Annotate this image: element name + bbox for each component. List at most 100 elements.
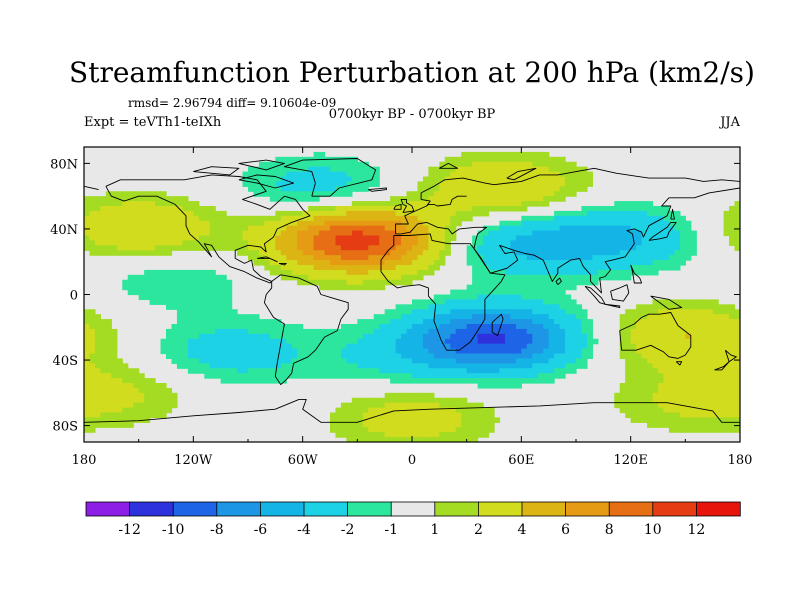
contour-cell — [160, 299, 167, 305]
contour-cell — [193, 230, 200, 237]
contour-cell — [346, 210, 353, 217]
contour-cell — [658, 265, 665, 271]
contour-cell — [127, 245, 134, 251]
contour-cell — [532, 191, 539, 197]
contour-cell — [614, 255, 621, 261]
colorbar-label: 2 — [474, 522, 483, 538]
contour-cell — [674, 314, 681, 320]
contour-cell — [346, 215, 353, 222]
contour-cell — [330, 328, 337, 335]
contour-cell — [488, 225, 495, 232]
contour-cell — [368, 358, 375, 364]
contour-cell — [340, 230, 348, 237]
contour-cell — [406, 348, 413, 355]
contour-cell — [690, 387, 697, 394]
contour-cell — [258, 191, 266, 197]
contour-cell — [472, 269, 479, 276]
contour-cell — [433, 166, 440, 173]
contour-cell — [111, 422, 118, 428]
contour-cell — [395, 201, 402, 207]
contour-cell — [433, 206, 440, 212]
contour-cell — [428, 196, 435, 202]
contour-cell — [286, 186, 293, 192]
contour-cell — [494, 176, 501, 183]
contour-cell — [679, 250, 686, 256]
contour-cell — [84, 373, 91, 379]
contour-cell — [390, 201, 397, 207]
contour-cell — [718, 373, 725, 379]
contour-cell — [570, 324, 577, 330]
contour-cell — [111, 191, 118, 197]
contour-cell — [422, 328, 430, 335]
contour-cell — [499, 206, 506, 212]
contour-cell — [155, 220, 162, 227]
contour-cell — [395, 274, 402, 281]
contour-cell — [390, 269, 397, 276]
contour-cell — [439, 196, 446, 202]
contour-cell — [570, 328, 577, 335]
contour-cell — [554, 294, 561, 301]
contour-cell — [663, 402, 670, 409]
contour-cell — [565, 279, 572, 286]
contour-cell — [499, 176, 506, 183]
contour-cell — [504, 343, 512, 350]
contour-cell — [182, 299, 189, 305]
contour-cell — [242, 343, 249, 350]
contour-cell — [105, 245, 112, 251]
contour-cell — [685, 240, 692, 246]
contour-cell — [122, 250, 129, 256]
contour-cell — [335, 191, 342, 197]
contour-cell — [565, 255, 572, 261]
contour-cell — [685, 245, 692, 251]
contour-cell — [346, 206, 353, 212]
contour-cell — [105, 392, 112, 399]
contour-cell — [450, 432, 457, 438]
contour-cell — [565, 274, 572, 281]
contour-cell — [275, 156, 282, 163]
contour-cell — [729, 343, 736, 350]
contour-cell — [488, 338, 495, 345]
contour-cell — [450, 289, 457, 296]
contour-cell — [373, 417, 380, 423]
contour-cell — [384, 412, 391, 419]
contour-cell — [215, 294, 222, 301]
contour-cell — [373, 250, 380, 256]
contour-cell — [84, 353, 91, 360]
contour-cell — [647, 363, 654, 369]
contour-cell — [204, 206, 211, 212]
contour-cell — [690, 422, 697, 428]
contour-cell — [231, 324, 238, 330]
contour-cell — [625, 353, 632, 360]
contour-cell — [690, 392, 697, 399]
contour-cell — [433, 186, 440, 192]
contour-cell — [510, 353, 517, 360]
contour-cell — [395, 373, 402, 379]
contour-cell — [641, 245, 648, 251]
contour-cell — [422, 250, 430, 256]
contour-cell — [149, 294, 156, 301]
contour-cell — [100, 220, 107, 227]
contour-cell — [521, 206, 528, 212]
contour-cell — [466, 151, 473, 158]
contour-cell — [548, 260, 555, 266]
contour-cell — [472, 171, 479, 178]
contour-cell — [521, 255, 528, 261]
contour-cell — [707, 427, 714, 433]
contour-cell — [346, 343, 353, 350]
contour-cell — [242, 225, 249, 232]
contour-cell — [357, 328, 364, 335]
contour-cell — [417, 269, 424, 276]
contour-cell — [455, 215, 462, 222]
contour-cell — [390, 373, 397, 379]
contour-cell — [264, 265, 271, 271]
contour-cell — [187, 235, 194, 242]
contour-cell — [384, 358, 391, 364]
contour-cell — [690, 319, 697, 325]
contour-cell — [384, 314, 391, 320]
contour-cell — [674, 363, 681, 369]
contour-cell — [357, 186, 364, 192]
contour-cell — [450, 319, 457, 325]
contour-cell — [537, 186, 544, 192]
contour-cell — [658, 250, 665, 256]
contour-cell — [395, 348, 402, 355]
